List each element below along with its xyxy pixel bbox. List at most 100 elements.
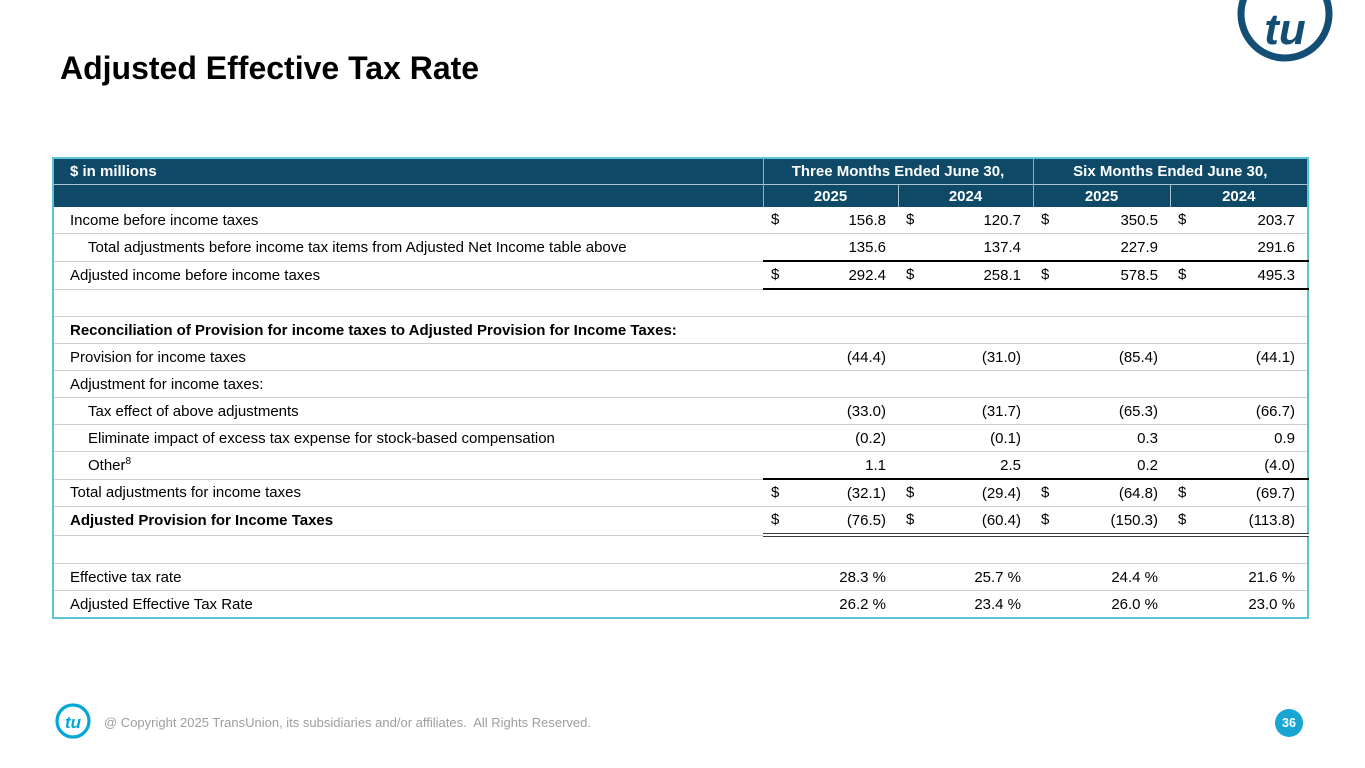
cell-value (898, 316, 1034, 344)
currency-symbol: $ (906, 211, 915, 228)
cell-value (898, 370, 1034, 398)
cell-value (1033, 535, 1171, 564)
cell-value: (44.1) (1170, 343, 1309, 371)
cell-value (898, 535, 1034, 564)
currency-symbol: $ (1041, 266, 1050, 283)
cell-value: $258.1 (898, 261, 1034, 290)
cell-value: 24.4 % (1033, 563, 1171, 591)
cell-value (763, 535, 898, 564)
row-label: Adjustment for income taxes: (53, 370, 763, 398)
cell-number: 292.4 (848, 266, 886, 284)
cell-value: (0.2) (763, 424, 898, 452)
footer-logo: tu (53, 700, 93, 742)
row-label (53, 289, 763, 317)
cell-value: (31.7) (898, 397, 1034, 425)
footer-logo-icon: tu (55, 703, 91, 739)
copyright-text: @ Copyright 2025 TransUnion, its subsidi… (104, 715, 591, 730)
table-row: Tax effect of above adjustments (33.0) (31… (53, 397, 1309, 425)
cell-number: (60.4) (981, 511, 1022, 529)
row-label: Adjusted Provision for Income Taxes (53, 506, 763, 536)
cell-value: (0.1) (898, 424, 1034, 452)
cell-value: 0.3 (1033, 424, 1171, 452)
cell-value: 26.0 % (1033, 590, 1171, 619)
cell-number: (69.7) (1255, 484, 1296, 502)
table-row: Other8 1.1 2.5 0.2 (4.0) (53, 451, 1309, 480)
table-row: Provision for income taxes (44.4) (31.0) (8… (53, 343, 1309, 371)
currency-symbol: $ (1178, 211, 1187, 228)
cell-value: 21.6 % (1170, 563, 1309, 591)
currency-symbol: $ (771, 211, 780, 228)
cell-value: (44.4) (763, 343, 898, 371)
page-number-badge: 36 (1275, 709, 1303, 737)
cell-value: $ (64.8) (1033, 479, 1171, 507)
cell-value: 23.4 % (898, 590, 1034, 619)
cell-value: 1.1 (763, 451, 898, 480)
table-row: Effective tax rate 28.3 % 25.7 % 24.4 % 21.6… (53, 563, 1309, 591)
row-label: Adjusted income before income taxes (53, 261, 763, 290)
cell-value: 135.6 (763, 233, 898, 262)
currency-symbol: $ (1041, 511, 1050, 528)
cell-value: $495.3 (1170, 261, 1309, 290)
cell-number: (150.3) (1110, 511, 1159, 529)
transunion-logo: tu (1236, 0, 1334, 64)
cell-value: (66.7) (1170, 397, 1309, 425)
header-group-row: $ in millions Three Months Ended June 30… (53, 158, 1309, 185)
cell-value (1170, 370, 1309, 398)
logo-tu-text: tu (1264, 5, 1306, 54)
corner-blank (53, 184, 763, 207)
cell-value: (65.3) (1033, 397, 1171, 425)
cell-value: $292.4 (763, 261, 898, 290)
cell-number: (113.8) (1248, 511, 1296, 529)
cell-value: $ (150.3) (1033, 506, 1171, 537)
cell-number: 258.1 (983, 266, 1022, 284)
cell-value (1170, 316, 1309, 344)
currency-symbol: $ (1041, 484, 1050, 501)
currency-symbol: $ (906, 511, 915, 528)
corner-label: $ in millions (53, 158, 763, 185)
header-year-row: 2025 2024 2025 2024 (53, 184, 1309, 207)
currency-symbol: $ (906, 266, 915, 283)
cell-number: (32.1) (846, 484, 886, 502)
cell-number: 156.8 (848, 211, 886, 229)
footnote-ref: 8 (125, 455, 132, 467)
cell-value: $203.7 (1170, 207, 1309, 234)
row-label: Provision for income taxes (53, 343, 763, 371)
cell-value: (33.0) (763, 397, 898, 425)
cell-value: $ (69.7) (1170, 479, 1309, 507)
page-title: Adjusted Effective Tax Rate (60, 50, 480, 86)
cell-value: 28.3 % (763, 563, 898, 591)
cell-value: $ (32.1) (763, 479, 898, 507)
col-year-3m-2025: 2025 (762, 184, 898, 207)
currency-symbol: $ (771, 484, 780, 501)
currency-symbol: $ (906, 484, 915, 501)
tax-rate-table: $ in millions Three Months Ended June 30… (52, 157, 1310, 619)
cell-value: $ (29.4) (898, 479, 1034, 507)
row-label: Tax effect of above adjustments (53, 397, 763, 425)
currency-symbol: $ (771, 266, 780, 283)
cell-value: (85.4) (1033, 343, 1171, 371)
cell-value: $156.8 (763, 207, 898, 234)
currency-symbol: $ (1178, 511, 1187, 528)
table-row: Adjusted income before income taxes $292.… (53, 261, 1309, 290)
cell-value: 25.7 % (898, 563, 1034, 591)
cell-value: 2.5 (898, 451, 1034, 480)
table-row: Adjustment for income taxes: (53, 370, 1309, 398)
cell-value (763, 370, 898, 398)
cell-value: $ (113.8) (1170, 506, 1309, 537)
currency-symbol: $ (1178, 266, 1187, 283)
cell-value (1170, 289, 1309, 317)
cell-value: 0.9 (1170, 424, 1309, 452)
cell-number: 203.7 (1257, 211, 1296, 229)
cell-value (1033, 289, 1171, 317)
row-label: Reconciliation of Provision for income t… (53, 316, 763, 344)
cell-number: 495.3 (1257, 266, 1296, 284)
cell-number: 350.5 (1120, 211, 1159, 229)
table-row: Adjusted Effective Tax Rate 26.2 % 23.4 % 2… (53, 590, 1309, 619)
col-year-6m-2024: 2024 (1169, 184, 1309, 207)
cell-value: 23.0 % (1170, 590, 1309, 619)
cell-value (1170, 535, 1309, 564)
cell-value: 291.6 (1170, 233, 1309, 262)
cell-number: (29.4) (981, 484, 1022, 502)
table-row: Income before income taxes $156.8 $120.7 $3… (53, 207, 1309, 234)
currency-symbol: $ (1178, 484, 1187, 501)
